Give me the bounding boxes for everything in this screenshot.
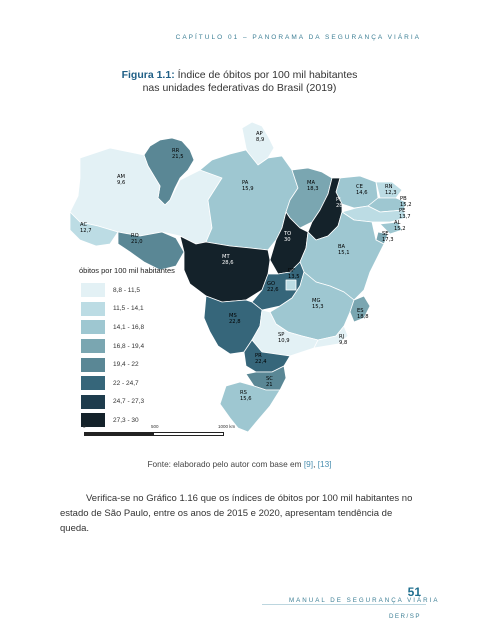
figure-title-line1: Índice de óbitos por 100 mil habitantes	[174, 69, 358, 81]
legend-item: 27,3 - 30	[81, 411, 175, 430]
legend-item: 8,8 - 11,5	[81, 281, 175, 300]
footer-der-sp: DER/SP	[388, 613, 421, 620]
state-label-se: SE 17,3	[382, 231, 394, 243]
state-rn	[375, 181, 403, 199]
legend-swatch	[81, 339, 105, 354]
legend-label: 19,4 - 22	[113, 361, 139, 369]
state-label-ma: MA 18,3	[307, 180, 319, 192]
scale-label-500: 500	[151, 424, 159, 429]
state-label-to: TO 30	[283, 231, 291, 243]
state-label-df: DF 13,5	[288, 268, 300, 280]
reference-link-13[interactable]: [13]	[317, 459, 332, 469]
scale-bar-graphic	[84, 432, 224, 436]
state-label-pr: PR 22,4	[255, 353, 267, 365]
legend-item: 11,5 - 14,1	[81, 300, 175, 319]
legend-label: 27,3 - 30	[113, 416, 139, 424]
figure-title: Figura 1.1: Índice de óbitos por 100 mil…	[0, 69, 479, 95]
legend-label: 24,7 - 27,3	[113, 398, 145, 406]
legend-label: 14,1 - 16,8	[113, 323, 145, 331]
state-rj	[313, 325, 349, 349]
state-label-am: AM 9,6	[117, 174, 125, 186]
legend-item: 14,1 - 16,8	[81, 318, 175, 337]
figure-title-line2: nas unidades federativas do Brasil (2019…	[142, 82, 337, 94]
state-ro	[117, 231, 185, 271]
state-label-rr: RR 21,5	[172, 148, 184, 160]
state-es	[349, 295, 371, 323]
legend-item: 24,7 - 27,3	[81, 393, 175, 412]
legend-swatch	[81, 413, 105, 428]
state-label-sp: SP 10,9	[278, 332, 290, 344]
legend-swatch	[81, 301, 105, 316]
legend-swatch	[81, 320, 105, 335]
state-label-es: ES 18,8	[357, 308, 369, 320]
state-label-pa: PA 15,9	[242, 180, 254, 192]
state-label-sc: SC 21	[266, 376, 273, 388]
state-label-mt: MT 28,6	[222, 254, 234, 266]
body-paragraph: Verifica-se no Gráfico 1.16 que os índic…	[60, 493, 413, 534]
state-label-al: AL 15,2	[394, 220, 406, 232]
state-label-ro: RO 21,0	[131, 233, 143, 245]
legend-swatch	[81, 376, 105, 391]
source-text: Fonte: elaborado pelo autor com base em	[147, 459, 304, 469]
legend-swatch	[81, 283, 105, 298]
footer-divider	[262, 604, 426, 605]
source-sep: ,	[313, 459, 318, 469]
page-number: 51	[407, 585, 421, 599]
state-label-ms: MS 22,8	[229, 313, 241, 325]
reference-link-9[interactable]: [9]	[303, 459, 314, 469]
state-ac	[69, 211, 119, 247]
legend-title: óbitos por 100 mil habitantes	[79, 266, 175, 275]
state-label-pb: PB 15,2	[400, 196, 412, 208]
state-rs	[219, 381, 281, 433]
legend-label: 8,8 - 11,5	[113, 286, 140, 294]
state-label-rj: RJ 9,8	[339, 334, 347, 346]
legend-label: 11,5 - 14,1	[113, 305, 144, 313]
scale-label-0: 0	[83, 424, 86, 429]
state-df	[285, 279, 297, 291]
chapter-header: CAPÍTULO 01 – PANORAMA DA SEGURANÇA VIÁR…	[175, 34, 421, 41]
state-pr	[243, 339, 291, 373]
figure-source: Fonte: elaborado pelo autor com base em …	[0, 459, 479, 469]
state-label-ap: AP 8,9	[256, 131, 264, 143]
state-label-rs: RS 15,6	[240, 390, 252, 402]
scale-label-1000: 1000 km	[218, 424, 236, 429]
state-label-ba: BA 15,1	[338, 244, 350, 256]
footer-manual-title: MANUAL DE SEGURANÇA VIÁRIA	[289, 597, 440, 604]
legend-label: 16,8 - 19,4	[113, 342, 145, 350]
state-label-pi: PI 28	[336, 197, 343, 209]
legend-item: 19,4 - 22	[81, 355, 175, 374]
map-legend: óbitos por 100 mil habitantes 8,8 - 11,5…	[79, 266, 175, 430]
state-al	[379, 221, 403, 235]
legend-label: 22 - 24,7	[113, 379, 139, 387]
state-label-rn: RN 12,3	[385, 184, 397, 196]
brazil-map: RR 21,5 AP 8,9 AM 9,6 PA 15,9 MA 18,3 CE 14,6 …	[69, 121, 412, 433]
state-label-ce: CE 14,6	[356, 184, 368, 196]
state-label-mg: MG 15,3	[312, 298, 324, 310]
legend-swatch	[81, 394, 105, 409]
legend-item: 22 - 24,7	[81, 374, 175, 393]
legend-swatch	[81, 357, 105, 372]
state-label-go: GO 22,6	[267, 281, 279, 293]
legend-item: 16,8 - 19,4	[81, 337, 175, 356]
state-label-pe: PE 13,7	[399, 208, 411, 220]
figure-label: Figura 1.1:	[121, 69, 175, 81]
state-label-ac: AC 12,7	[80, 222, 92, 234]
